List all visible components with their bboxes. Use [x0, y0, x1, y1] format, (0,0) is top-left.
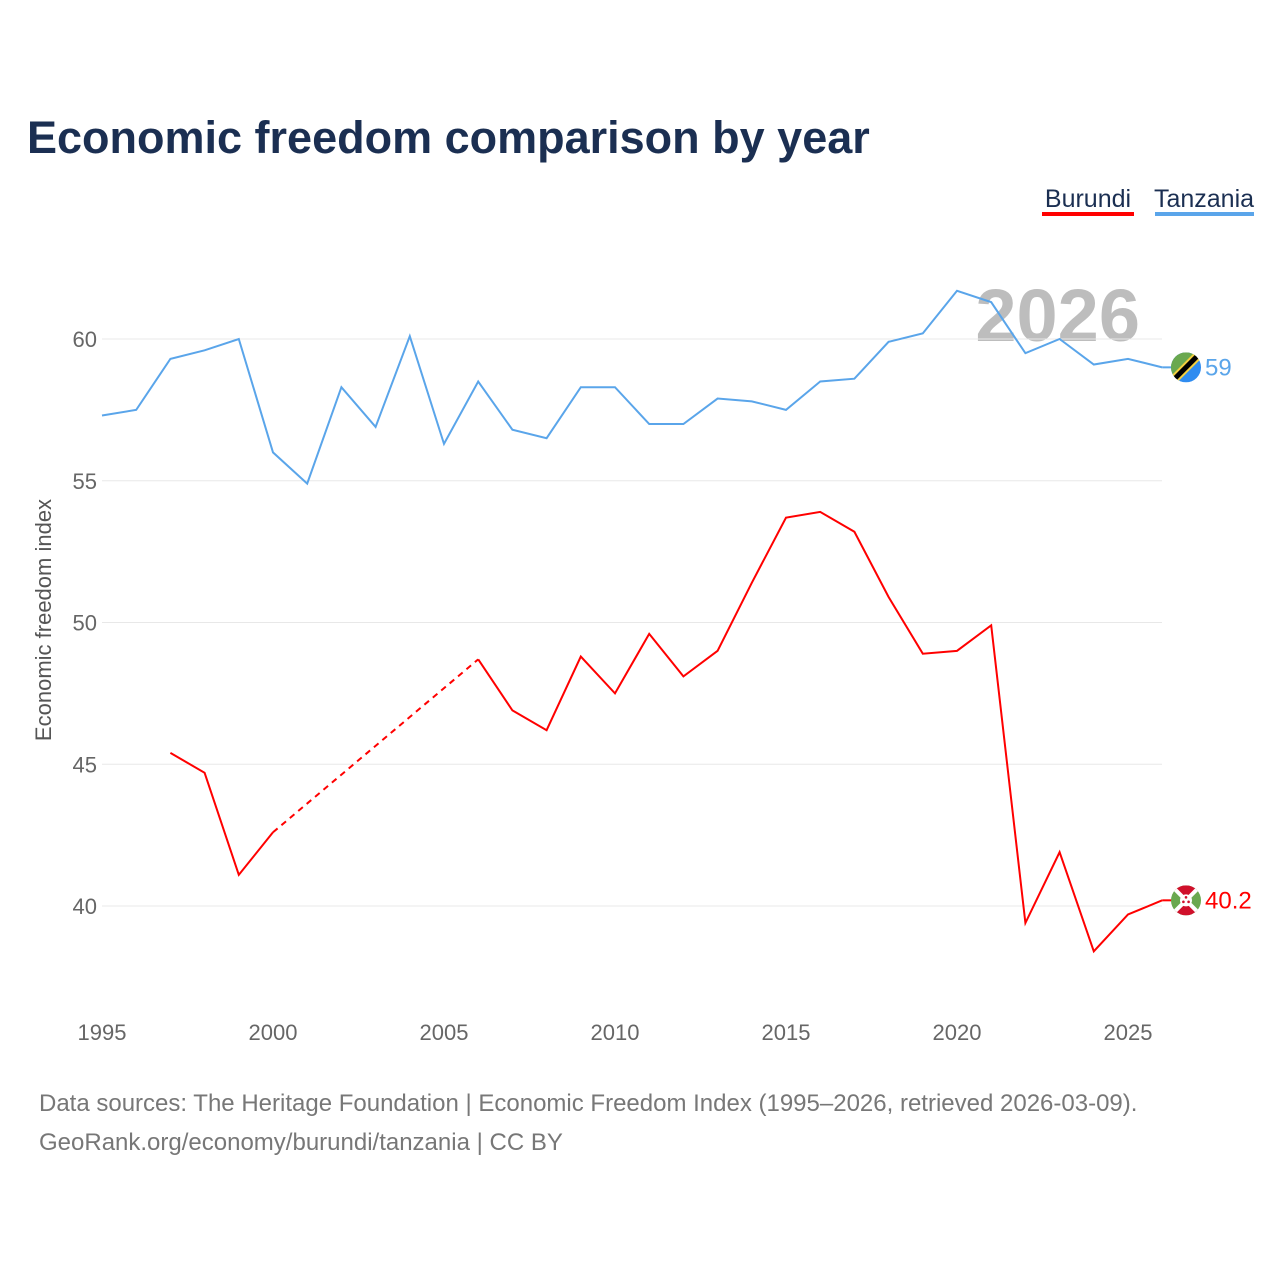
legend-item-burundi[interactable]: Burundi: [1042, 185, 1134, 216]
data-point[interactable]: [612, 384, 618, 390]
flag-red: [1171, 885, 1201, 901]
series-line: [169, 752, 274, 877]
legend-swatch: [1155, 212, 1254, 216]
data-point[interactable]: [270, 829, 276, 835]
data-point[interactable]: [1057, 849, 1063, 855]
flag-star: [1184, 896, 1188, 899]
flag-disc: [1180, 894, 1192, 907]
data-point[interactable]: [1091, 362, 1097, 368]
y-tick-label: 50: [73, 611, 97, 636]
data-point[interactable]: [920, 330, 926, 336]
burundi-flag-icon: [1171, 885, 1201, 916]
series-tanzania: [99, 288, 1172, 487]
data-point[interactable]: [851, 529, 857, 535]
flag-body: [1171, 352, 1201, 383]
y-tick-label: 45: [73, 752, 97, 777]
data-point[interactable]: [817, 509, 823, 515]
data-point[interactable]: [817, 379, 823, 385]
x-tick-label: 2005: [420, 1020, 469, 1045]
data-point[interactable]: [475, 656, 481, 662]
data-point[interactable]: [202, 347, 208, 353]
data-point[interactable]: [133, 407, 139, 413]
data-point[interactable]: [612, 690, 618, 696]
gap-dashed-line: [272, 658, 479, 834]
data-point[interactable]: [1125, 356, 1131, 362]
year-watermark: 2026: [975, 274, 1140, 357]
data-point[interactable]: [680, 673, 686, 679]
x-tick-label: 2010: [591, 1020, 640, 1045]
legend-item-tanzania[interactable]: Tanzania: [1154, 185, 1254, 216]
y-axis-label: Economic freedom index: [31, 499, 56, 741]
x-tick-label: 2020: [933, 1020, 982, 1045]
flag-body: [1171, 885, 1201, 916]
data-point[interactable]: [749, 580, 755, 586]
data-point[interactable]: [475, 379, 481, 385]
data-point[interactable]: [783, 515, 789, 521]
chart-title: Economic freedom comparison by year: [27, 112, 870, 163]
flag-star: [1182, 900, 1185, 904]
data-point[interactable]: [338, 384, 344, 390]
data-point[interactable]: [544, 727, 550, 733]
legend-label: Burundi: [1045, 185, 1131, 213]
data-point[interactable]: [988, 299, 994, 305]
tanzania-flag-icon: [1171, 352, 1201, 383]
legend-swatch: [1042, 212, 1134, 216]
data-point[interactable]: [236, 872, 242, 878]
data-point[interactable]: [646, 421, 652, 427]
data-point[interactable]: [407, 333, 413, 339]
data-point[interactable]: [167, 750, 173, 756]
x-tick-label: 2025: [1104, 1020, 1153, 1045]
y-tick-label: 40: [73, 894, 97, 919]
data-point[interactable]: [578, 384, 584, 390]
data-point[interactable]: [920, 651, 926, 657]
flag-black: [1171, 352, 1201, 383]
series-line: [477, 510, 1163, 954]
data-point[interactable]: [1022, 920, 1028, 926]
data-point[interactable]: [167, 356, 173, 362]
data-point[interactable]: [509, 707, 515, 713]
data-point[interactable]: [304, 481, 310, 487]
data-point[interactable]: [954, 648, 960, 654]
data-point[interactable]: [236, 336, 242, 342]
data-point[interactable]: [715, 396, 721, 402]
x-tick-label: 1995: [78, 1020, 127, 1045]
data-point[interactable]: [373, 424, 379, 430]
data-point[interactable]: [441, 441, 447, 447]
data-point[interactable]: [783, 407, 789, 413]
data-point[interactable]: [851, 376, 857, 382]
x-tick-label: 2015: [762, 1020, 811, 1045]
end-value-label: 40.2: [1205, 887, 1252, 914]
end-value-label: 59: [1205, 354, 1232, 381]
data-point[interactable]: [954, 288, 960, 294]
x-tick-label: 2000: [249, 1020, 298, 1045]
data-point[interactable]: [202, 770, 208, 776]
data-point[interactable]: [99, 413, 105, 419]
data-point[interactable]: [270, 449, 276, 455]
legend: Burundi Tanzania: [1042, 185, 1254, 216]
data-point[interactable]: [544, 435, 550, 441]
data-point[interactable]: [749, 398, 755, 404]
data-point[interactable]: [886, 339, 892, 345]
y-tick-label: 55: [73, 469, 97, 494]
data-point[interactable]: [1091, 948, 1097, 954]
flag-red: [1171, 900, 1201, 916]
flag-star: [1187, 900, 1190, 904]
data-point[interactable]: [988, 622, 994, 628]
data-point[interactable]: [1022, 350, 1028, 356]
data-point[interactable]: [1125, 912, 1131, 918]
data-point[interactable]: [578, 654, 584, 660]
series-burundi: [167, 509, 1172, 954]
footer-link[interactable]: GeoRank.org/economy/burundi/tanzania | C…: [39, 1129, 563, 1156]
data-point[interactable]: [1057, 336, 1063, 342]
footer-sources: Data sources: The Heritage Foundation | …: [39, 1090, 1137, 1117]
data-point[interactable]: [886, 594, 892, 600]
data-point[interactable]: [509, 427, 515, 433]
data-point[interactable]: [715, 648, 721, 654]
data-point[interactable]: [646, 631, 652, 637]
series-line: [101, 289, 1163, 486]
legend-label: Tanzania: [1154, 185, 1254, 213]
y-tick-label: 60: [73, 327, 97, 352]
data-point[interactable]: [680, 421, 686, 427]
